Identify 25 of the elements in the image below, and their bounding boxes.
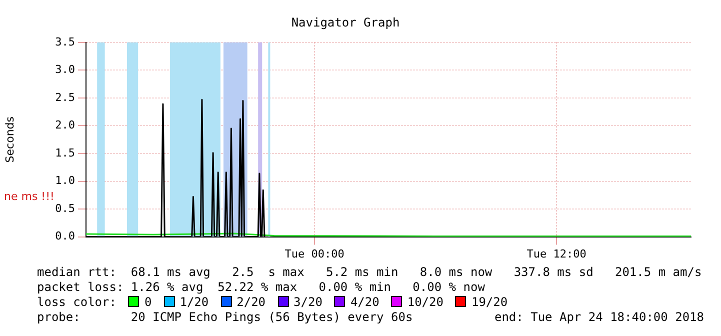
y-tick-label: 2.0 [55, 118, 75, 132]
y-tick-label: 2.5 [55, 90, 75, 104]
text: 19/20 [471, 295, 508, 309]
text: 1/20 [180, 295, 209, 309]
text: end: Tue Apr 24 18:40:00 2018 [494, 310, 704, 325]
y-tick-label: 0.5 [55, 202, 75, 215]
text: 3/20 [294, 295, 322, 309]
y-tick-label: 3.0 [55, 63, 75, 76]
y-tick-label: 0.0 [55, 230, 75, 243]
text: ne ms !!! [4, 190, 54, 203]
text: probe: 20 ICMP Echo Pings (56 Bytes) every 60s [37, 310, 413, 325]
x-tick-label: Tue 00:00 [284, 247, 344, 260]
text: median rtt: 68.1 ms avg 2.5 s max 5.2 ms min 8.0 ms now 337.8 ms sd 201.5 m am/s [37, 265, 702, 280]
text: packet loss: 1.26 % avg 52.22 % max 0.00 % min 0.00 % now [37, 280, 485, 295]
text: loss color: [37, 295, 116, 309]
y-axis-title: Seconds [3, 116, 16, 163]
y-tick-label: 1.5 [55, 146, 75, 160]
text: 10/20 [407, 295, 444, 309]
text: 4/20 [350, 295, 380, 309]
chart-title: Navigator Graph [291, 15, 400, 30]
y-tick-label: 3.5 [55, 35, 75, 48]
x-tick-label: Tue 12:00 [526, 247, 586, 260]
text: 2/20 [236, 295, 266, 309]
text: 0 [144, 295, 152, 309]
y-tick-label: 1.0 [55, 174, 75, 188]
